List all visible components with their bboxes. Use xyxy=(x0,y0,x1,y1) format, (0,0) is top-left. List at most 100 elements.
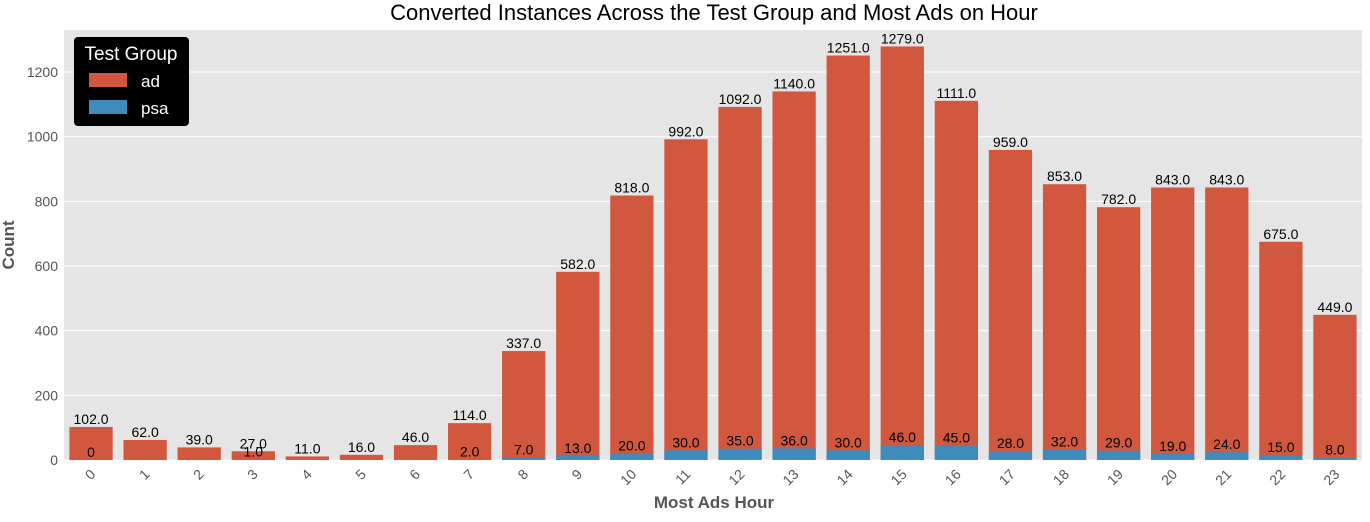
bar-ad-hour-6 xyxy=(394,445,437,460)
bar-ad-hour-18 xyxy=(1043,184,1086,460)
bar-psa-hour-19 xyxy=(1097,451,1140,460)
data-label-ad: 102.0 xyxy=(74,411,109,427)
bar-psa-hour-22 xyxy=(1259,455,1302,460)
bar-ad-hour-19 xyxy=(1097,207,1140,460)
bar-ad-hour-17 xyxy=(989,150,1032,460)
x-tick-label: 9 xyxy=(569,466,586,483)
data-label-psa: 30.0 xyxy=(835,434,862,450)
x-tick-label: 18 xyxy=(1050,466,1072,488)
x-tick-label: 12 xyxy=(725,466,747,488)
legend-swatch-psa xyxy=(89,100,127,114)
x-tick-label: 4 xyxy=(298,466,315,483)
data-label-ad: 1140.0 xyxy=(773,75,815,91)
x-tick-label: 13 xyxy=(779,466,801,488)
data-label-ad: 853.0 xyxy=(1047,168,1082,184)
bar-psa-hour-21 xyxy=(1205,452,1248,460)
x-tick-label: 5 xyxy=(352,466,369,483)
data-label-ad: 1111.0 xyxy=(937,85,977,101)
x-tick-label: 22 xyxy=(1266,466,1288,488)
x-tick-label: 19 xyxy=(1104,466,1126,488)
data-label-psa: 29.0 xyxy=(1105,435,1132,451)
bar-ad-hour-13 xyxy=(772,91,815,460)
bar-psa-hour-11 xyxy=(664,450,707,460)
data-label-ad: 959.0 xyxy=(993,134,1028,150)
x-tick-label: 11 xyxy=(672,466,694,488)
x-tick-label: 16 xyxy=(942,466,964,488)
x-tick-label: 10 xyxy=(617,466,639,488)
bar-ad-hour-2 xyxy=(178,447,221,460)
x-tick-label: 1 xyxy=(136,466,153,483)
bar-ad-hour-10 xyxy=(610,196,653,460)
data-label-psa: 1.0 xyxy=(244,444,264,460)
bar-psa-hour-9 xyxy=(556,456,599,460)
bar-psa-hour-17 xyxy=(989,451,1032,460)
bar-psa-hour-13 xyxy=(772,448,815,460)
y-tick-label: 800 xyxy=(35,193,59,209)
x-tick-label: 2 xyxy=(190,466,207,483)
bar-ad-hour-5 xyxy=(340,455,383,460)
data-label-ad: 449.0 xyxy=(1317,299,1352,315)
y-tick-label: 400 xyxy=(35,323,59,339)
data-label-psa: 32.0 xyxy=(1051,434,1078,450)
y-axis-label: Count xyxy=(0,220,18,269)
x-tick-label: 0 xyxy=(82,466,99,483)
bar-ad-hour-20 xyxy=(1151,187,1194,460)
bar-psa-hour-7 xyxy=(448,459,491,460)
x-tick-label: 8 xyxy=(514,466,531,483)
data-label-ad: 1251.0 xyxy=(827,40,870,56)
data-label-ad: 11.0 xyxy=(294,440,320,456)
x-tick-label: 3 xyxy=(244,466,261,483)
data-label-ad: 843.0 xyxy=(1209,171,1244,187)
bar-ad-hour-22 xyxy=(1259,242,1302,460)
bar-ad-hour-14 xyxy=(827,56,870,460)
data-label-psa: 7.0 xyxy=(514,442,534,458)
data-label-ad: 582.0 xyxy=(560,256,595,272)
y-tick-label: 1200 xyxy=(27,64,58,80)
data-label-ad: 1279.0 xyxy=(881,30,924,46)
data-label-ad: 16.0 xyxy=(348,439,375,455)
x-tick-label: 17 xyxy=(996,466,1018,488)
y-tick-label: 200 xyxy=(35,387,59,403)
y-tick-label: 0 xyxy=(50,452,58,468)
data-label-ad: 1092.0 xyxy=(719,91,762,107)
data-label-ad: 62.0 xyxy=(132,424,159,440)
data-label-psa: 20.0 xyxy=(618,438,645,454)
bar-ad-hour-15 xyxy=(881,46,924,460)
x-axis-label: Most Ads Hour xyxy=(654,493,775,512)
bar-ad-hour-1 xyxy=(123,440,166,460)
data-label-ad: 46.0 xyxy=(402,429,429,445)
bar-psa-hour-10 xyxy=(610,454,653,460)
bar-psa-hour-20 xyxy=(1151,454,1194,460)
bar-ad-hour-12 xyxy=(718,107,761,460)
bar-psa-hour-16 xyxy=(935,445,978,460)
legend-title: Test Group xyxy=(85,44,178,65)
data-label-psa: 35.0 xyxy=(726,433,753,449)
chart-title: Converted Instances Across the Test Grou… xyxy=(390,0,1038,25)
legend-label-ad: ad xyxy=(141,72,160,91)
legend: Test Group ad psa xyxy=(74,37,189,126)
x-tick-label: 21 xyxy=(1212,466,1234,488)
x-tick-label: 15 xyxy=(887,466,909,488)
x-tick-label: 14 xyxy=(833,466,855,488)
x-tick-label: 7 xyxy=(460,466,477,483)
bar-ad-hour-4 xyxy=(286,456,329,460)
data-label-psa: 45.0 xyxy=(943,429,970,445)
data-label-ad: 675.0 xyxy=(1263,226,1298,242)
data-label-psa: 30.0 xyxy=(672,434,699,450)
bar-ad-hour-16 xyxy=(935,101,978,460)
bar-psa-hour-14 xyxy=(827,450,870,460)
x-tick-label: 23 xyxy=(1320,466,1342,488)
bar-ad-hour-21 xyxy=(1205,187,1248,460)
data-label-ad: 818.0 xyxy=(614,180,649,196)
bar-psa-hour-15 xyxy=(881,445,924,460)
data-label-ad: 843.0 xyxy=(1155,171,1190,187)
y-tick-label: 1000 xyxy=(27,129,58,145)
data-label-psa: 0 xyxy=(87,444,95,460)
legend-swatch-ad xyxy=(89,73,127,87)
bar-psa-hour-18 xyxy=(1043,450,1086,460)
data-label-ad: 114.0 xyxy=(453,407,487,423)
